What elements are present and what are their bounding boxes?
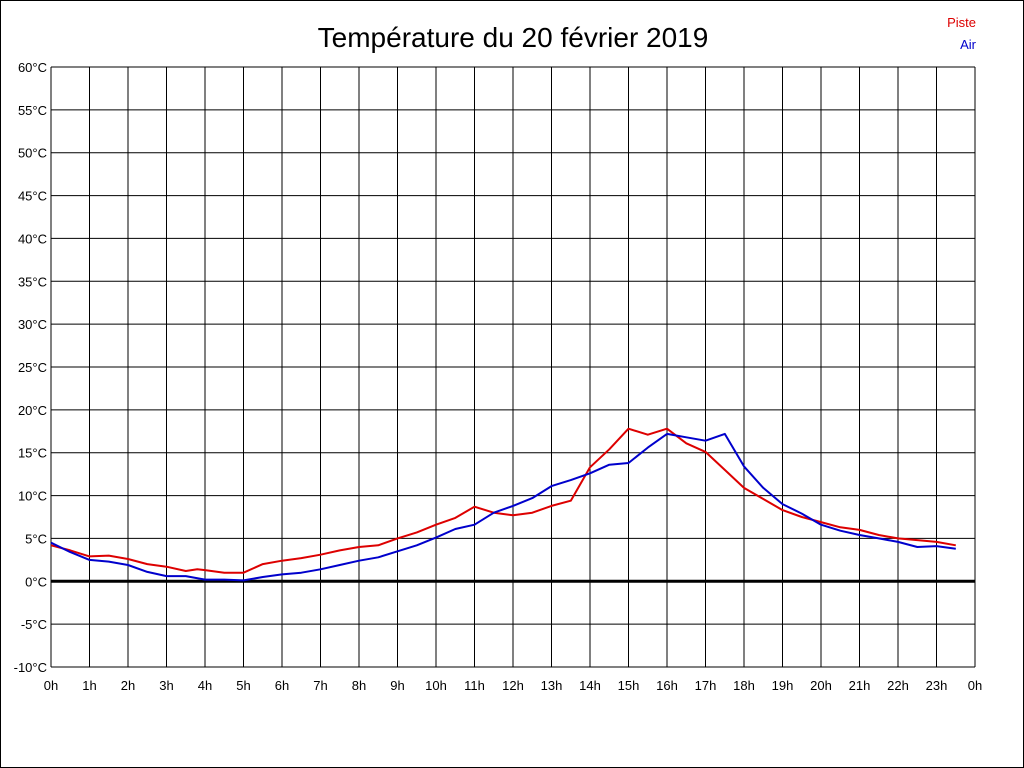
y-tick-label: 60°C [18,60,47,75]
x-tick-label: 18h [733,678,755,693]
x-tick-label: 12h [502,678,524,693]
y-axis-ticks: 60°C 55°C 50°C 45°C 40°C 35°C 30°C 25°C 20°C 15°C… [14,60,47,675]
legend-entry-air: Air [960,37,977,52]
grid [50,66,976,668]
y-tick-label: -5°C [21,617,47,632]
y-tick-label: 5°C [25,531,47,546]
x-tick-label: 19h [772,678,794,693]
x-tick-label: 6h [275,678,289,693]
legend-entry-piste: Piste [947,15,976,30]
x-tick-label: 21h [849,678,871,693]
chart-title: Température du 20 février 2019 [318,22,709,53]
x-tick-label: 22h [887,678,909,693]
y-tick-label: 10°C [18,489,47,504]
x-tick-label: 3h [159,678,173,693]
y-tick-label: 15°C [18,446,47,461]
y-tick-label: 50°C [18,146,47,161]
x-tick-label: 5h [236,678,250,693]
x-tick-label: 13h [541,678,563,693]
y-tick-label: 55°C [18,103,47,118]
x-tick-label: 23h [926,678,948,693]
x-tick-label: 14h [579,678,601,693]
x-tick-label: 17h [695,678,717,693]
x-tick-label: 10h [425,678,447,693]
x-tick-label: 16h [656,678,678,693]
y-tick-label: 0°C [25,574,47,589]
x-tick-label: 0h [44,678,58,693]
x-tick-label: 11h [464,678,485,693]
x-tick-label: 4h [198,678,212,693]
y-tick-label: -10°C [14,660,47,675]
y-tick-label: 20°C [18,403,47,418]
x-axis-ticks: 0h 1h 2h 3h 4h 5h 6h 7h 8h 9h 10h 11h 12h 13h 14h 15h 16… [44,678,982,693]
x-tick-label: 2h [121,678,135,693]
y-tick-label: 30°C [18,317,47,332]
x-tick-label: 9h [390,678,404,693]
x-tick-label: 7h [313,678,327,693]
series-lines [50,427,956,582]
x-tick-label: 8h [352,678,366,693]
series-line-air [50,432,956,582]
x-tick-label: 0h [968,678,982,693]
x-tick-label: 1h [82,678,96,693]
series-line-piste [50,427,956,574]
x-tick-label: 20h [810,678,832,693]
y-tick-label: 45°C [18,189,47,204]
x-tick-label: 15h [618,678,640,693]
legend: Piste Air [947,15,977,52]
y-tick-label: 40°C [18,231,47,246]
y-tick-label: 35°C [18,274,47,289]
y-tick-label: 25°C [18,360,47,375]
